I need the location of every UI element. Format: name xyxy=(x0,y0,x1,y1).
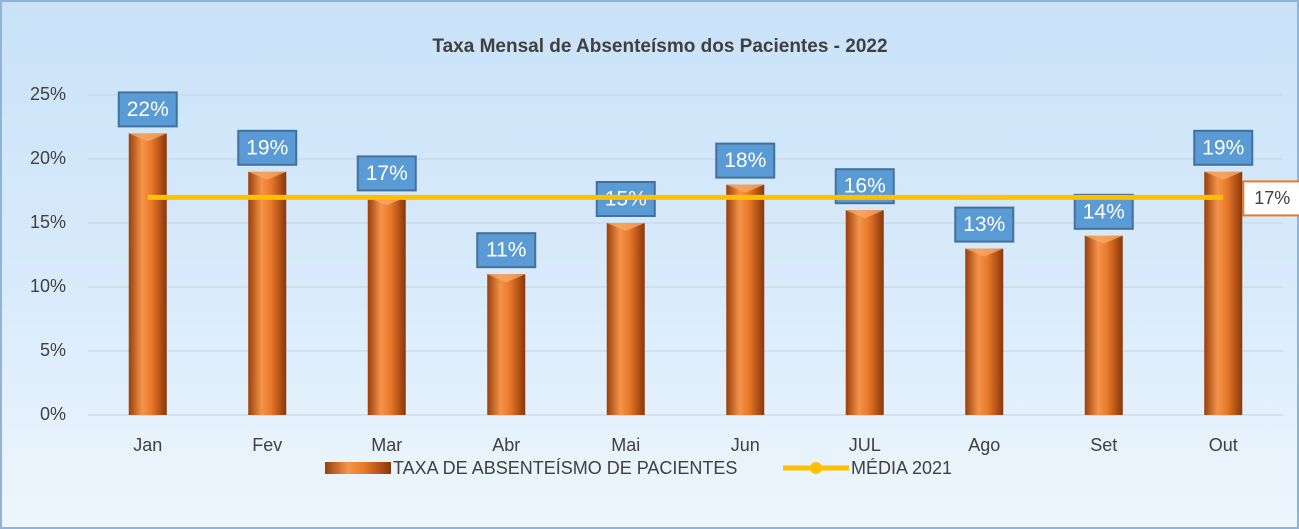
bar-cap xyxy=(845,210,884,219)
data-label-box xyxy=(954,206,1015,243)
y-tick-label: 15% xyxy=(30,212,66,232)
bar xyxy=(248,171,287,415)
legend-label: TAXA DE ABSENTEÍSMO DE PACIENTES xyxy=(393,458,737,478)
y-tick-label: 20% xyxy=(30,148,66,168)
data-label: 17% xyxy=(366,162,408,185)
data-label: 11% xyxy=(486,239,526,262)
y-tick-label: 0% xyxy=(40,404,66,424)
bar-cap xyxy=(1204,171,1243,180)
data-label: 13% xyxy=(963,213,1005,236)
data-label-box xyxy=(1073,193,1134,230)
bar xyxy=(487,274,526,415)
x-tick-label: Jun xyxy=(731,435,760,455)
legend-label: MÉDIA 2021 xyxy=(851,458,952,478)
data-label-box xyxy=(1242,180,1299,217)
bar xyxy=(726,184,765,415)
data-label-box xyxy=(715,142,776,179)
legend-marker xyxy=(810,462,822,474)
bar-cap xyxy=(726,184,765,193)
bar xyxy=(128,133,167,415)
bar xyxy=(367,197,406,415)
data-label-box xyxy=(476,232,537,269)
bar xyxy=(606,223,645,415)
data-label: 22% xyxy=(127,98,169,121)
x-tick-label: Mar xyxy=(371,435,402,455)
x-tick-label: Set xyxy=(1090,435,1117,455)
y-tick-label: 25% xyxy=(30,84,66,104)
bar xyxy=(1084,235,1123,415)
bar-cap xyxy=(128,133,167,142)
data-label-box xyxy=(117,91,178,128)
data-label-box xyxy=(1193,129,1254,166)
x-tick-label: JUL xyxy=(849,435,881,455)
bar-cap xyxy=(965,248,1004,257)
bar xyxy=(965,248,1004,415)
x-tick-label: Fev xyxy=(252,435,282,455)
data-label: 16% xyxy=(844,175,886,198)
x-tick-label: Jan xyxy=(133,435,162,455)
y-tick-label: 5% xyxy=(40,340,66,360)
y-tick-label: 10% xyxy=(30,276,66,296)
x-tick-label: Abr xyxy=(492,435,520,455)
bar-cap xyxy=(248,171,287,180)
x-tick-label: Mai xyxy=(611,435,640,455)
data-label: 19% xyxy=(1202,136,1244,159)
bar xyxy=(845,210,884,415)
data-label: 18% xyxy=(724,149,766,172)
data-label: 14% xyxy=(1083,200,1125,223)
data-label-box xyxy=(237,129,298,166)
bar xyxy=(1204,171,1243,415)
bar-cap xyxy=(606,223,645,231)
bar-cap xyxy=(1084,235,1123,244)
chart-title: Taxa Mensal de Absenteísmo dos Pacientes… xyxy=(432,36,887,57)
bar-cap xyxy=(487,274,526,283)
x-tick-label: Out xyxy=(1209,435,1238,455)
data-label: 19% xyxy=(246,136,288,159)
legend-bar-swatch xyxy=(325,462,391,474)
x-tick-label: Ago xyxy=(968,435,1000,455)
data-label: 17% xyxy=(1254,188,1290,208)
data-label-box xyxy=(356,155,417,192)
